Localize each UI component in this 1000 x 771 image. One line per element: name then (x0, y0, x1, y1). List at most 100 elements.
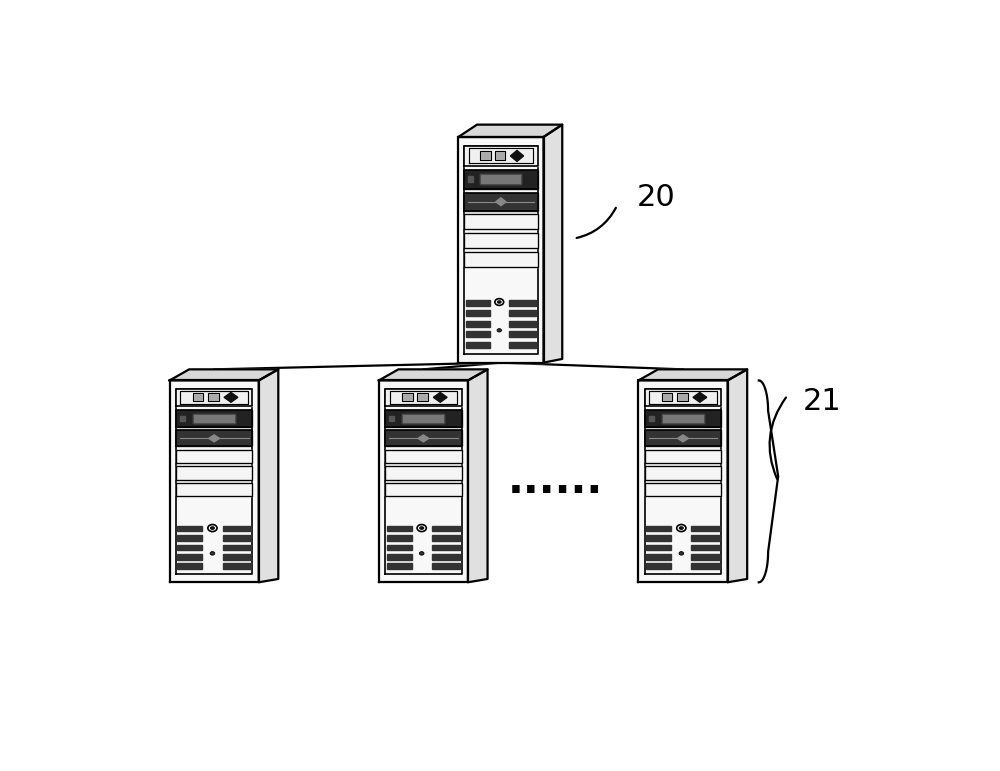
Polygon shape (466, 321, 490, 327)
Polygon shape (678, 435, 688, 442)
Polygon shape (223, 535, 251, 540)
Polygon shape (464, 251, 538, 267)
Polygon shape (176, 466, 252, 480)
Polygon shape (385, 389, 462, 406)
Polygon shape (223, 564, 251, 569)
Polygon shape (509, 342, 536, 348)
Polygon shape (432, 554, 460, 560)
Polygon shape (433, 392, 447, 402)
Polygon shape (691, 526, 720, 531)
Polygon shape (645, 449, 721, 463)
Polygon shape (464, 193, 538, 210)
Polygon shape (387, 544, 412, 550)
Polygon shape (387, 564, 412, 569)
Polygon shape (645, 466, 721, 480)
Polygon shape (177, 526, 202, 531)
Polygon shape (677, 393, 688, 402)
Polygon shape (495, 151, 505, 160)
Polygon shape (480, 174, 521, 184)
Circle shape (208, 524, 217, 531)
Polygon shape (177, 564, 202, 569)
Polygon shape (691, 544, 720, 550)
Polygon shape (176, 430, 252, 446)
Polygon shape (402, 393, 413, 402)
Polygon shape (510, 150, 524, 161)
Polygon shape (259, 369, 278, 582)
Polygon shape (496, 198, 506, 206)
Polygon shape (417, 393, 428, 402)
Circle shape (679, 526, 684, 530)
Polygon shape (223, 544, 251, 550)
Polygon shape (193, 414, 235, 423)
Polygon shape (177, 554, 202, 560)
Polygon shape (646, 564, 671, 569)
Polygon shape (432, 564, 460, 569)
Text: 20: 20 (637, 183, 675, 212)
Polygon shape (691, 535, 720, 540)
Polygon shape (464, 170, 538, 189)
Polygon shape (458, 137, 544, 362)
Polygon shape (645, 409, 721, 427)
Polygon shape (387, 554, 412, 560)
Polygon shape (209, 435, 219, 442)
Polygon shape (385, 409, 462, 427)
Polygon shape (385, 466, 462, 480)
Polygon shape (466, 342, 490, 348)
Polygon shape (385, 483, 462, 497)
Polygon shape (389, 416, 394, 421)
Circle shape (677, 524, 686, 531)
Polygon shape (418, 435, 429, 442)
Polygon shape (208, 393, 219, 402)
Polygon shape (509, 310, 536, 316)
Polygon shape (691, 554, 720, 560)
Polygon shape (402, 414, 444, 423)
Circle shape (495, 298, 504, 305)
Circle shape (210, 526, 215, 530)
Circle shape (419, 526, 424, 530)
Polygon shape (646, 535, 671, 540)
Polygon shape (646, 554, 671, 560)
Polygon shape (645, 430, 721, 446)
Polygon shape (544, 125, 562, 362)
Polygon shape (466, 331, 490, 337)
Polygon shape (509, 300, 536, 306)
Polygon shape (645, 389, 721, 406)
Polygon shape (646, 526, 671, 531)
Polygon shape (379, 380, 468, 582)
Polygon shape (458, 125, 562, 137)
Polygon shape (691, 564, 720, 569)
Polygon shape (176, 483, 252, 497)
Polygon shape (464, 146, 538, 166)
Polygon shape (177, 535, 202, 540)
Polygon shape (468, 369, 488, 582)
Polygon shape (223, 526, 251, 531)
Polygon shape (466, 310, 490, 316)
Polygon shape (645, 483, 721, 497)
Polygon shape (649, 416, 654, 421)
Polygon shape (177, 544, 202, 550)
Polygon shape (387, 526, 412, 531)
Polygon shape (379, 369, 488, 380)
Circle shape (497, 300, 502, 304)
Polygon shape (480, 151, 491, 160)
Circle shape (497, 328, 501, 332)
Polygon shape (432, 526, 460, 531)
Polygon shape (646, 544, 671, 550)
Polygon shape (224, 392, 238, 402)
Polygon shape (385, 449, 462, 463)
Polygon shape (638, 380, 728, 582)
Polygon shape (432, 535, 460, 540)
Polygon shape (176, 389, 252, 406)
Polygon shape (176, 449, 252, 463)
Circle shape (419, 551, 424, 555)
Circle shape (210, 551, 215, 555)
Polygon shape (180, 416, 185, 421)
Circle shape (679, 551, 684, 555)
Polygon shape (662, 414, 704, 423)
Text: 21: 21 (803, 387, 842, 416)
Polygon shape (466, 300, 490, 306)
Polygon shape (464, 233, 538, 248)
Polygon shape (193, 393, 203, 402)
Polygon shape (223, 554, 251, 560)
Polygon shape (385, 430, 462, 446)
